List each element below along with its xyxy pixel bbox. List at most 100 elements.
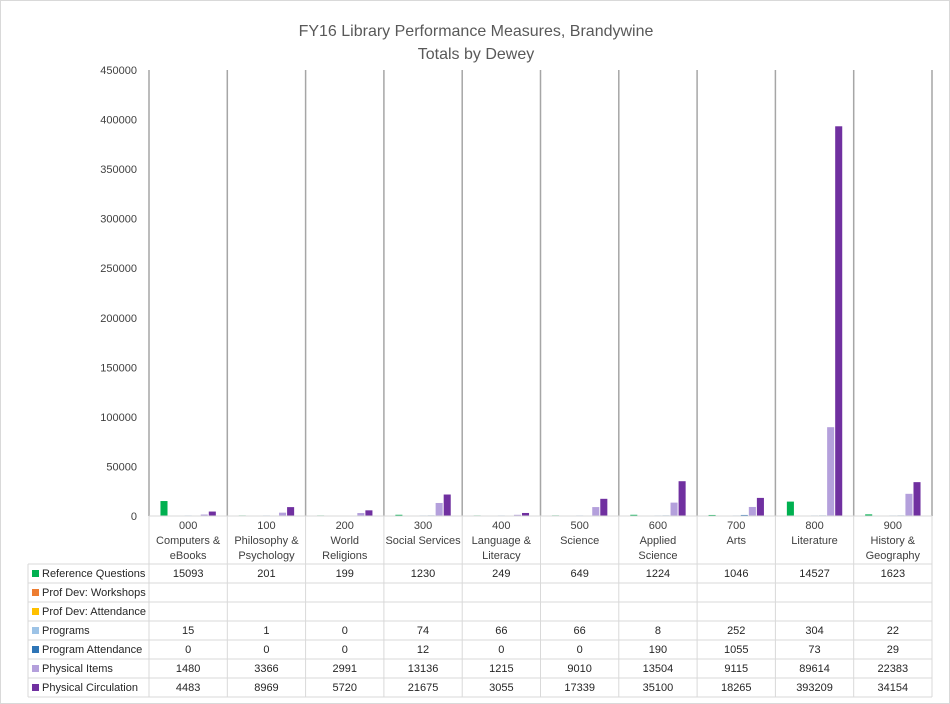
data-label: 1046 xyxy=(724,568,748,580)
category-label: History & xyxy=(871,535,916,547)
data-label: 29 xyxy=(887,644,899,656)
bar xyxy=(748,506,756,516)
bar xyxy=(365,510,373,516)
series-label: Program Attendance xyxy=(42,644,142,656)
series-label: Physical Items xyxy=(42,663,113,675)
bar xyxy=(395,514,403,516)
bar xyxy=(200,514,208,516)
data-label: 73 xyxy=(808,644,820,656)
data-label: 22 xyxy=(887,625,899,637)
bar xyxy=(670,502,678,516)
category-label: 300 xyxy=(414,520,432,532)
category-label: 100 xyxy=(257,520,275,532)
bar xyxy=(835,126,843,516)
data-label: 5720 xyxy=(333,682,357,694)
series-label: Prof Dev: Attendance xyxy=(42,606,146,618)
bar xyxy=(592,507,600,516)
category-label: 400 xyxy=(492,520,510,532)
data-label: 74 xyxy=(417,625,429,637)
legend-key xyxy=(32,684,39,691)
y-tick-label: 450000 xyxy=(100,65,137,77)
data-label: 1623 xyxy=(881,568,905,580)
series-label: Reference Questions xyxy=(42,568,146,580)
data-label: 201 xyxy=(257,568,275,580)
legend-key xyxy=(32,646,39,653)
category-label: Philosophy & xyxy=(234,535,299,547)
legend-key xyxy=(32,570,39,577)
data-label: 190 xyxy=(649,644,667,656)
data-label: 13504 xyxy=(643,663,674,675)
category-label: Literature xyxy=(791,535,837,547)
bar xyxy=(443,494,451,516)
data-label: 1055 xyxy=(724,644,748,656)
category-label: Religions xyxy=(322,550,368,562)
data-label: 0 xyxy=(498,644,504,656)
data-label: 199 xyxy=(336,568,354,580)
category-label: Science xyxy=(560,535,599,547)
bar xyxy=(905,493,913,516)
category-label: Applied xyxy=(640,535,677,547)
category-label: 000 xyxy=(179,520,197,532)
series-label: Prof Dev: Workshops xyxy=(42,587,146,599)
bar xyxy=(357,513,365,516)
y-tick-label: 300000 xyxy=(100,214,137,226)
data-label: 13136 xyxy=(408,663,439,675)
bar xyxy=(865,514,873,516)
category-label: Social Services xyxy=(385,535,461,547)
bar xyxy=(287,507,295,516)
chart-title: FY16 Library Performance Measures, Brand… xyxy=(299,23,654,40)
y-tick-label: 400000 xyxy=(100,115,137,127)
category-label: World xyxy=(330,535,359,547)
data-label: 3366 xyxy=(254,663,278,675)
y-tick-label: 50000 xyxy=(106,461,137,473)
data-label: 1230 xyxy=(411,568,435,580)
data-label: 2991 xyxy=(333,663,357,675)
series-label: Programs xyxy=(42,625,90,637)
legend-key xyxy=(32,589,39,596)
data-label: 8969 xyxy=(254,682,278,694)
bar xyxy=(600,498,608,516)
bar xyxy=(756,497,764,516)
data-label: 1 xyxy=(263,625,269,637)
legend-key xyxy=(32,608,39,615)
bar xyxy=(678,481,686,516)
y-tick-label: 250000 xyxy=(100,263,137,275)
y-tick-label: 200000 xyxy=(100,313,137,325)
category-separators xyxy=(148,70,933,516)
y-tick-label: 100000 xyxy=(100,412,137,424)
category-label: Psychology xyxy=(238,550,295,562)
category-label: 900 xyxy=(884,520,902,532)
data-label: 304 xyxy=(805,625,823,637)
bar xyxy=(521,512,530,516)
data-label: 21675 xyxy=(408,682,439,694)
data-label: 4483 xyxy=(176,682,200,694)
category-label: 200 xyxy=(336,520,354,532)
data-label: 35100 xyxy=(643,682,674,694)
data-label: 66 xyxy=(495,625,507,637)
bars xyxy=(160,126,921,516)
data-label: 9010 xyxy=(567,663,591,675)
data-label: 1480 xyxy=(176,663,200,675)
data-label: 0 xyxy=(342,644,348,656)
bar xyxy=(786,501,794,516)
category-label: 700 xyxy=(727,520,745,532)
bar xyxy=(160,501,168,516)
data-label: 89614 xyxy=(799,663,830,675)
bar xyxy=(513,514,521,516)
y-axis: 0 50000 100000 150000 200000 250000 300000 3500… xyxy=(100,65,137,523)
data-label: 18265 xyxy=(721,682,752,694)
legend-key xyxy=(32,627,39,634)
data-label: 34154 xyxy=(878,682,909,694)
data-label: 14527 xyxy=(799,568,830,580)
category-label: Computers & xyxy=(156,535,221,547)
data-label: 649 xyxy=(570,568,588,580)
category-label: Arts xyxy=(726,535,746,547)
data-label: 249 xyxy=(492,568,510,580)
category-label: Literacy xyxy=(482,550,521,562)
data-label: 1215 xyxy=(489,663,513,675)
bar xyxy=(740,514,748,516)
data-label: 22383 xyxy=(878,663,909,675)
legend-key xyxy=(32,665,39,672)
